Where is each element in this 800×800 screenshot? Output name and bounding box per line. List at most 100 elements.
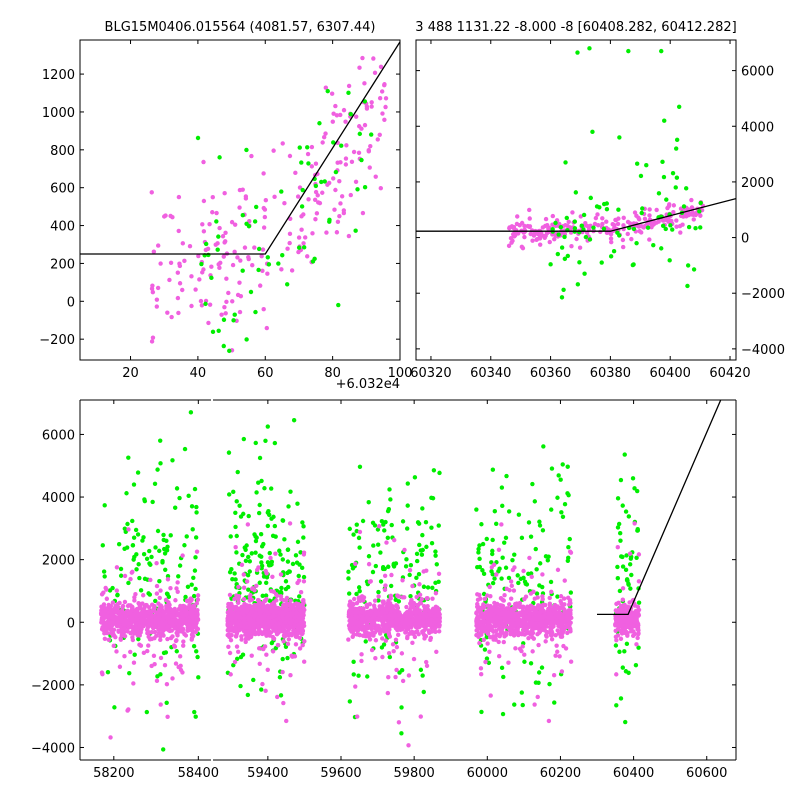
data-point bbox=[357, 65, 362, 70]
data-point bbox=[477, 592, 482, 598]
data-point bbox=[129, 630, 134, 635]
data-point bbox=[436, 523, 441, 528]
data-point bbox=[196, 675, 201, 680]
data-point bbox=[263, 593, 269, 598]
data-point bbox=[511, 614, 516, 619]
data-point bbox=[417, 542, 422, 548]
data-point bbox=[277, 675, 283, 680]
data-point bbox=[114, 588, 119, 593]
data-point bbox=[624, 553, 629, 558]
data-point bbox=[521, 575, 526, 581]
data-point bbox=[220, 234, 226, 239]
data-point bbox=[500, 555, 505, 560]
data-point bbox=[253, 534, 258, 539]
data-point bbox=[623, 719, 628, 725]
data-point bbox=[155, 285, 161, 291]
data-point bbox=[620, 564, 626, 569]
data-point bbox=[423, 633, 429, 639]
data-point bbox=[357, 545, 362, 550]
y-tick-label: −200 bbox=[39, 333, 75, 348]
data-point bbox=[192, 568, 198, 573]
data-point bbox=[515, 612, 521, 618]
data-point bbox=[331, 140, 336, 145]
data-point bbox=[285, 559, 291, 564]
data-point bbox=[654, 207, 659, 213]
data-point bbox=[511, 225, 517, 231]
data-point bbox=[399, 731, 404, 736]
data-point bbox=[626, 582, 631, 587]
data-point bbox=[116, 542, 122, 547]
data-point bbox=[168, 213, 173, 219]
data-point bbox=[647, 213, 652, 218]
data-point bbox=[626, 48, 631, 54]
data-point bbox=[533, 546, 538, 552]
data-point bbox=[260, 268, 265, 274]
data-point bbox=[615, 221, 621, 227]
data-point bbox=[386, 564, 391, 569]
data-point bbox=[666, 216, 671, 221]
data-point bbox=[434, 562, 439, 567]
data-point bbox=[266, 625, 272, 630]
data-point bbox=[195, 593, 201, 598]
data-point bbox=[530, 238, 535, 243]
data-point bbox=[577, 260, 582, 265]
data-point bbox=[246, 554, 251, 560]
data-point bbox=[290, 654, 295, 659]
data-point bbox=[362, 81, 367, 86]
data-point bbox=[408, 593, 413, 599]
data-point bbox=[636, 600, 642, 605]
data-point bbox=[312, 197, 318, 202]
data-point bbox=[279, 585, 284, 591]
data-point bbox=[592, 221, 598, 227]
data-point bbox=[260, 615, 266, 621]
data-point bbox=[193, 535, 199, 540]
data-point bbox=[575, 282, 581, 287]
data-point bbox=[132, 595, 137, 600]
data-point bbox=[516, 231, 521, 236]
data-point bbox=[104, 596, 110, 601]
data-point bbox=[235, 469, 240, 475]
data-point bbox=[676, 104, 682, 109]
data-point bbox=[224, 299, 229, 304]
data-point bbox=[360, 55, 365, 61]
data-point bbox=[300, 520, 305, 525]
data-point bbox=[177, 563, 183, 568]
data-point bbox=[156, 627, 161, 632]
data-point bbox=[481, 571, 487, 577]
data-point bbox=[516, 512, 522, 517]
data-point bbox=[636, 552, 642, 557]
x-tick-label: 60320 bbox=[410, 366, 451, 381]
data-point bbox=[424, 659, 429, 665]
data-point bbox=[339, 194, 345, 199]
data-point bbox=[499, 627, 504, 632]
data-point bbox=[173, 598, 178, 603]
data-point bbox=[270, 649, 276, 654]
data-point bbox=[128, 649, 133, 655]
data-point bbox=[350, 620, 355, 625]
data-point bbox=[575, 50, 580, 55]
data-point bbox=[375, 137, 380, 142]
data-point bbox=[281, 639, 286, 644]
data-point bbox=[158, 438, 163, 443]
data-point bbox=[480, 568, 485, 573]
data-point bbox=[163, 567, 168, 572]
data-point bbox=[369, 609, 374, 615]
data-point bbox=[189, 303, 194, 309]
data-point bbox=[364, 604, 370, 610]
data-point bbox=[475, 601, 480, 607]
data-point bbox=[154, 560, 159, 566]
data-point bbox=[193, 714, 198, 719]
data-point bbox=[540, 225, 546, 230]
data-point bbox=[190, 619, 195, 625]
data-point bbox=[380, 564, 386, 570]
data-point bbox=[260, 681, 265, 687]
data-point bbox=[190, 527, 195, 532]
data-point bbox=[276, 261, 281, 266]
data-point bbox=[378, 185, 384, 191]
data-point bbox=[131, 482, 137, 487]
y-tick-label: 0 bbox=[67, 295, 75, 310]
data-point bbox=[103, 585, 108, 591]
data-point bbox=[555, 594, 560, 599]
data-point bbox=[371, 543, 376, 548]
data-point bbox=[423, 612, 428, 617]
